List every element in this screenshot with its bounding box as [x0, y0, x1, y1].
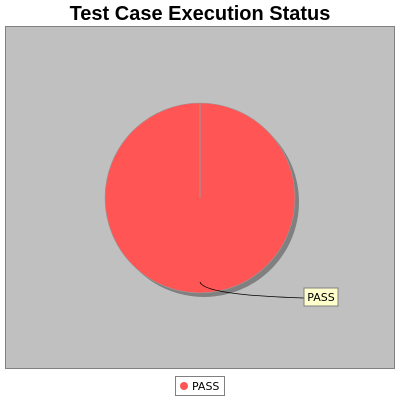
slice-label-pass: PASS: [307, 291, 334, 304]
legend: PASS: [175, 376, 225, 396]
chart-title: Test Case Execution Status: [69, 3, 331, 25]
slice-label-box: [303, 287, 339, 307]
legend-swatch-pass: [180, 382, 188, 390]
label-leader-line: [199, 281, 305, 299]
legend-label-pass: PASS: [192, 379, 220, 393]
